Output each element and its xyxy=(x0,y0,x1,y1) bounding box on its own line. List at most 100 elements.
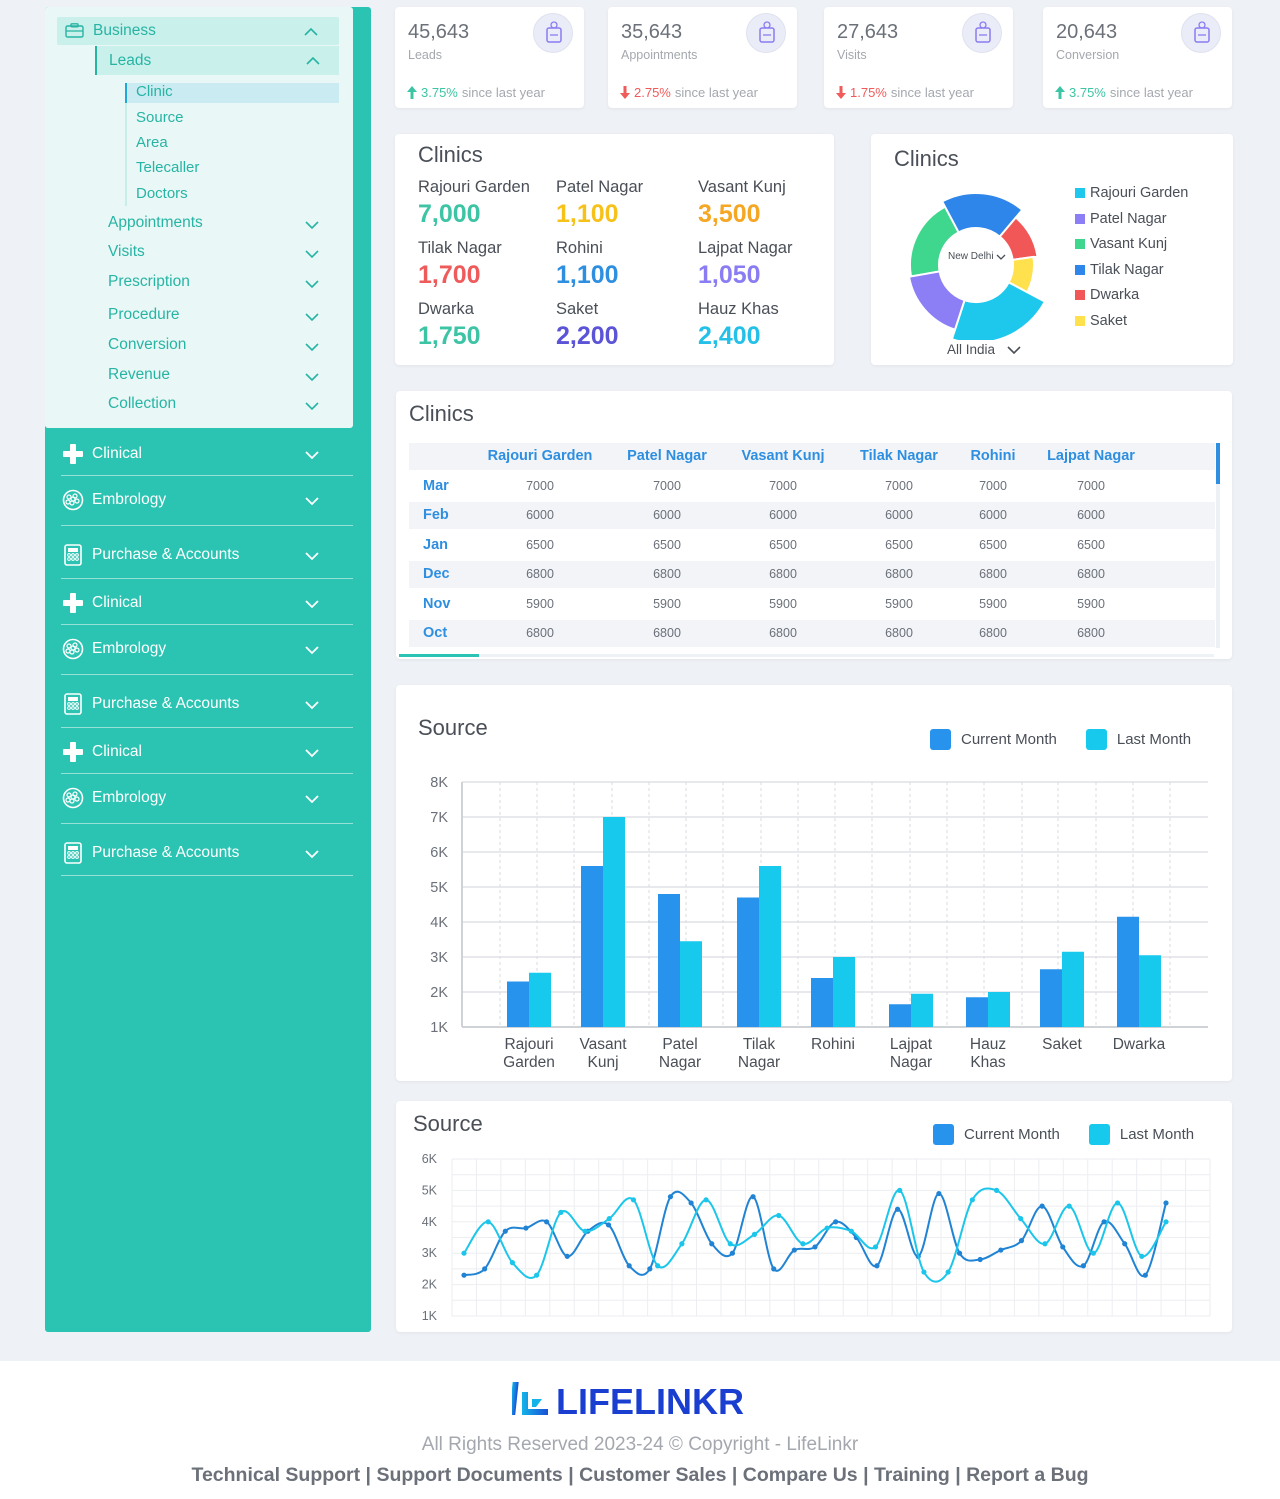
table-column-header[interactable]: Vasant Kunj xyxy=(741,448,825,464)
submenu-item-area[interactable]: Area xyxy=(136,134,168,151)
donut-legend-item[interactable]: Saket xyxy=(1075,313,1127,329)
chevron-up-icon[interactable] xyxy=(306,54,320,68)
line-point[interactable] xyxy=(667,1194,674,1200)
line-point[interactable] xyxy=(1018,1238,1025,1244)
line-point[interactable] xyxy=(647,1266,653,1272)
line-point[interactable] xyxy=(977,1256,983,1263)
table-row[interactable]: Mar 7000 7000 7000 7000 7000 7000 xyxy=(409,473,1215,500)
table-column-header[interactable]: Rohini xyxy=(970,448,1016,464)
line-point[interactable] xyxy=(461,1250,467,1256)
chevron-down-icon[interactable] xyxy=(305,277,319,291)
bar-last-dwarka[interactable] xyxy=(1139,955,1161,1027)
line-point[interactable] xyxy=(679,1241,685,1247)
line-point[interactable] xyxy=(945,1269,951,1275)
line-point[interactable] xyxy=(969,1197,975,1203)
table-row[interactable]: Jan 6500 6500 6500 6500 6500 6500 xyxy=(409,531,1215,559)
footer-link-compare-us[interactable]: Compare Us xyxy=(742,1464,858,1486)
line-point[interactable] xyxy=(750,1194,756,1200)
bar-last-rajouri-garden[interactable] xyxy=(529,972,551,1027)
line-point[interactable] xyxy=(1163,1200,1169,1206)
line-point[interactable] xyxy=(482,1266,488,1272)
line-point[interactable] xyxy=(824,1225,830,1231)
sidebar-section-purchase-accounts[interactable]: Purchase & Accounts xyxy=(61,681,353,727)
bar-last-hauz-khas[interactable] xyxy=(988,992,1010,1027)
line-point[interactable] xyxy=(800,1241,806,1247)
donut-legend-item[interactable]: Dwarka xyxy=(1075,287,1139,303)
line-point[interactable] xyxy=(1090,1250,1096,1256)
menu-item-collection[interactable]: Collection xyxy=(108,395,177,412)
table-column-header[interactable]: Tilak Nagar xyxy=(860,448,938,464)
table-row[interactable]: Oct 6800 6800 6800 6800 6800 6800 xyxy=(409,620,1215,647)
stat-card-leads[interactable]: 45,643 Leads 3.75% since last year xyxy=(395,7,584,108)
bar-current-hauz-khas[interactable] xyxy=(966,997,988,1027)
line-point[interactable] xyxy=(605,1222,612,1228)
line-point[interactable] xyxy=(485,1219,491,1225)
submenu-item-source[interactable]: Source xyxy=(136,109,184,126)
vertical-scrollbar-thumb[interactable] xyxy=(1216,443,1220,484)
donut-slice-patel-nagar[interactable] xyxy=(907,270,966,331)
donut-legend-item[interactable]: Patel Nagar xyxy=(1075,211,1167,227)
bar-current-dwarka[interactable] xyxy=(1117,916,1139,1027)
donut-center-label[interactable]: New Delhi xyxy=(948,251,1006,262)
chevron-down-icon[interactable] xyxy=(305,340,319,354)
bar-last-patel-nagar[interactable] xyxy=(680,941,702,1027)
chevron-down-icon[interactable] xyxy=(304,642,320,658)
line-point[interactable] xyxy=(874,1263,880,1269)
line-point[interactable] xyxy=(688,1200,694,1206)
bar-last-saket[interactable] xyxy=(1062,951,1084,1027)
line-point[interactable] xyxy=(727,1241,733,1247)
line-point[interactable] xyxy=(523,1225,529,1231)
line-point[interactable] xyxy=(776,1212,782,1219)
submenu-item-clinic[interactable]: Clinic xyxy=(136,83,173,100)
line-point[interactable] xyxy=(703,1197,709,1203)
line-point[interactable] xyxy=(534,1272,540,1278)
line-point[interactable] xyxy=(771,1266,777,1272)
table-row[interactable]: Dec 6800 6800 6800 6800 6800 6800 xyxy=(409,561,1215,589)
menu-leads[interactable]: Leads xyxy=(95,46,339,75)
chevron-down-icon[interactable] xyxy=(305,399,319,413)
sidebar-section-clinical[interactable]: Clinical xyxy=(61,729,353,775)
menu-item-conversion[interactable]: Conversion xyxy=(108,336,187,353)
line-point[interactable] xyxy=(921,1269,927,1275)
line-point[interactable] xyxy=(1039,1203,1045,1209)
menu-item-appointments[interactable]: Appointments xyxy=(108,214,203,231)
menu-item-procedure[interactable]: Procedure xyxy=(108,306,180,323)
stat-card-appointments[interactable]: 35,643 Appointments 2.75% since last year xyxy=(608,7,797,108)
sidebar-section-embrology[interactable]: Embrology xyxy=(61,626,353,672)
line-point[interactable] xyxy=(1066,1203,1072,1209)
chevron-down-icon[interactable] xyxy=(304,596,320,612)
bar-current-patel-nagar[interactable] xyxy=(658,894,680,1027)
line-point[interactable] xyxy=(894,1206,901,1212)
line-point[interactable] xyxy=(751,1231,758,1237)
line-point[interactable] xyxy=(956,1250,963,1256)
chevron-down-icon[interactable] xyxy=(304,548,320,564)
chevron-down-icon[interactable] xyxy=(304,493,320,509)
vertical-scrollbar[interactable] xyxy=(1216,443,1220,648)
line-point[interactable] xyxy=(993,1187,1000,1193)
bar-last-rohini[interactable] xyxy=(833,957,855,1027)
menu-business[interactable]: Business xyxy=(57,17,339,45)
line-point[interactable] xyxy=(564,1253,570,1259)
bar-last-vasant-kunj[interactable] xyxy=(603,817,625,1027)
donut-slice-rajouri-garden[interactable] xyxy=(950,281,1047,340)
line-point[interactable] xyxy=(872,1244,879,1250)
footer-link-support-documents[interactable]: Support Documents xyxy=(376,1464,563,1486)
line-point[interactable] xyxy=(1060,1244,1066,1250)
donut-legend-item[interactable]: Tilak Nagar xyxy=(1075,262,1164,278)
menu-item-revenue[interactable]: Revenue xyxy=(108,366,171,383)
line-point[interactable] xyxy=(1042,1241,1048,1247)
line-series-current[interactable] xyxy=(463,1190,1167,1278)
chevron-down-icon[interactable] xyxy=(304,447,320,463)
table-column-header[interactable]: Rajouri Garden xyxy=(487,448,593,464)
footer-link-training[interactable]: Training xyxy=(873,1464,950,1486)
line-point[interactable] xyxy=(1122,1241,1128,1247)
line-point[interactable] xyxy=(936,1190,942,1197)
donut-filter-dropdown[interactable]: All India xyxy=(947,342,1022,357)
line-point[interactable] xyxy=(1101,1219,1107,1225)
table-column-header[interactable]: Patel Nagar xyxy=(627,448,707,464)
sidebar-section-embrology[interactable]: Embrology xyxy=(61,477,353,523)
sidebar-section-purchase-accounts[interactable]: Purchase & Accounts xyxy=(61,830,353,876)
chevron-up-icon[interactable] xyxy=(304,25,318,39)
chevron-down-icon[interactable] xyxy=(304,697,320,713)
line-point[interactable] xyxy=(1114,1200,1121,1206)
